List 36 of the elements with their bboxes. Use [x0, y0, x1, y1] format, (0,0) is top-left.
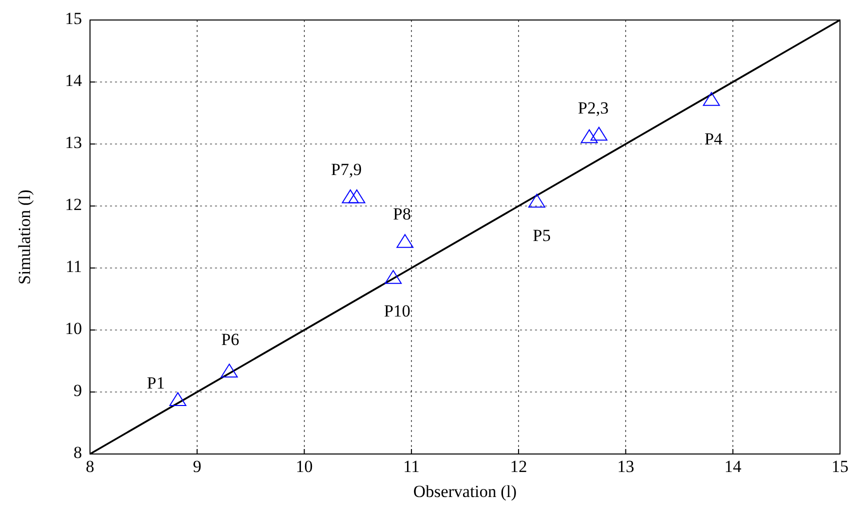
point — [348, 189, 366, 204]
y-tick-label: 15 — [65, 8, 82, 28]
point — [396, 234, 414, 248]
y-tick-label: 9 — [74, 380, 82, 400]
x-tick-label: 13 — [617, 457, 634, 476]
annotation: P5 — [532, 226, 551, 246]
y-tick-label: 8 — [74, 442, 82, 462]
point — [702, 92, 720, 106]
x-tick-label: 8 — [86, 457, 94, 476]
y-tick-label: 12 — [65, 194, 82, 214]
annotation: P8 — [393, 204, 411, 224]
x-tick-label: 15 — [832, 457, 848, 476]
x-tick-label: 11 — [403, 457, 420, 476]
point — [580, 129, 598, 144]
point — [384, 270, 402, 284]
point — [220, 364, 238, 378]
y-axis-title: Simulation (l) — [15, 190, 34, 284]
annotation: P2,3 — [578, 98, 609, 118]
x-axis-title: Observation (l) — [413, 482, 517, 501]
annotation: P10 — [384, 301, 410, 320]
x-tick-label: 9 — [192, 457, 202, 476]
x-tick-label: 14 — [724, 457, 742, 476]
point — [528, 194, 546, 208]
y-tick-label: 13 — [65, 132, 82, 152]
point — [590, 126, 608, 141]
annotation: P1 — [146, 374, 165, 393]
x-tick-label: 12 — [510, 457, 528, 476]
y-tick-label: 10 — [65, 318, 82, 338]
annotation: P4 — [704, 130, 723, 149]
point — [169, 392, 186, 406]
y-tick-label: 14 — [65, 70, 82, 90]
point — [342, 189, 359, 204]
annotation: P7,9 — [331, 160, 362, 179]
x-tick-label: 10 — [296, 457, 313, 476]
annotation: P6 — [221, 330, 240, 350]
y-tick-label: 11 — [66, 256, 82, 276]
